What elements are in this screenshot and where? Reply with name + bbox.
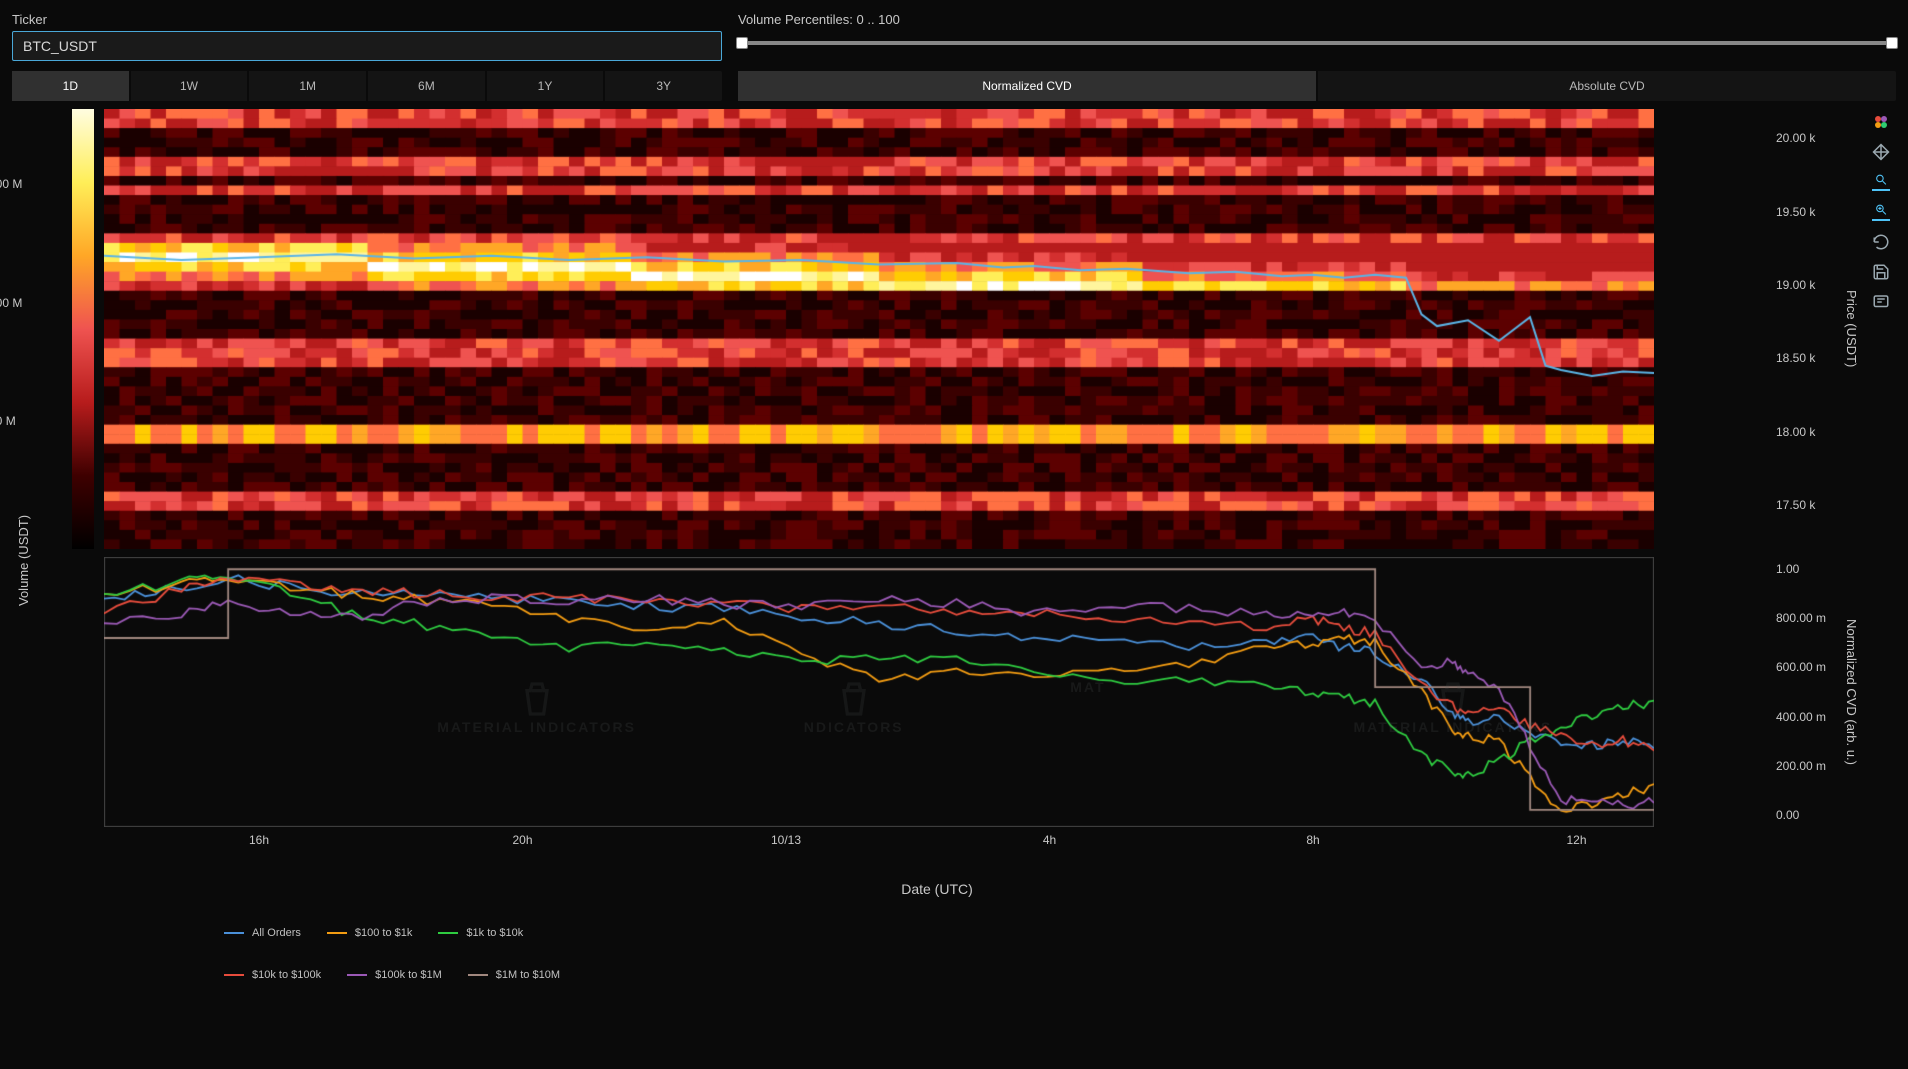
legend-label: All Orders [252,927,301,939]
cvd-tick: 800.00 m [1776,611,1826,625]
reset-icon[interactable] [1872,233,1890,251]
x-tick: 12h [1566,833,1586,847]
price-tick: 18.50 k [1776,351,1815,365]
plot-toolbar [1866,109,1896,1011]
ticker-input[interactable] [12,31,722,61]
legend-item[interactable]: $100 to $1k [327,927,413,939]
cvd-tick: 1.00 [1776,562,1799,576]
cvd-chart[interactable] [104,557,1654,827]
cvd-mode-tabs: Normalized CVDAbsolute CVD [738,71,1896,101]
slider-thumb-high[interactable] [1886,37,1898,49]
colorbar-tick: 15.00 M [0,177,35,191]
legend-label: $1M to $10M [496,969,560,981]
tab-3Y[interactable]: 3Y [605,71,722,101]
legend-item[interactable]: $100k to $1M [347,969,442,981]
x-tick: 20h [512,833,532,847]
volume-percentile-slider[interactable] [738,41,1896,45]
tab-absolute-cvd[interactable]: Absolute CVD [1318,71,1896,101]
tab-normalized-cvd[interactable]: Normalized CVD [738,71,1318,101]
legend-swatch [327,932,347,934]
legend-swatch [347,974,367,976]
price-tick: 19.00 k [1776,278,1815,292]
bokeh-logo-icon [1872,113,1890,131]
price-tick: 17.50 k [1776,498,1815,512]
legend-item[interactable]: $1k to $10k [438,927,523,939]
x-tick: 8h [1306,833,1319,847]
colorbar-tick: 10.00 M [0,296,35,310]
save-icon[interactable] [1872,263,1890,281]
price-tick: 18.00 k [1776,425,1815,439]
slider-label: Volume Percentiles: 0 .. 100 [738,12,1896,27]
price-tick: 20.00 k [1776,131,1815,145]
tab-1W[interactable]: 1W [131,71,250,101]
slider-thumb-low[interactable] [736,37,748,49]
cvd-tick: 0.00 [1776,808,1799,822]
x-tick: 10/13 [771,833,801,847]
orderbook-heatmap[interactable] [104,109,1654,549]
legend-swatch [438,932,458,934]
cvd-tick: 600.00 m [1776,660,1826,674]
x-tick: 4h [1043,833,1056,847]
hover-icon[interactable] [1872,293,1890,311]
x-axis-label: Date (UTC) [104,881,1770,897]
cvd-axis-label: Normalized CVD (arb. u.) [1840,557,1863,827]
x-tick: 16h [249,833,269,847]
legend-label: $1k to $10k [466,927,523,939]
legend-label: $100 to $1k [355,927,413,939]
colorbar-axis-label: Volume (USDT) [12,109,35,1011]
tab-1Y[interactable]: 1Y [487,71,606,101]
ticker-label: Ticker [12,12,722,27]
legend-item[interactable]: $10k to $100k [224,969,321,981]
tab-6M[interactable]: 6M [368,71,487,101]
volume-colorbar [72,109,94,549]
tab-1M[interactable]: 1M [249,71,368,101]
time-range-tabs: 1D1W1M6M1Y3Y [12,71,722,101]
price-axis-label: Price (USDT) [1840,109,1863,549]
legend-item[interactable]: All Orders [224,927,301,939]
cvd-tick: 400.00 m [1776,710,1826,724]
wheel-zoom-icon[interactable] [1872,203,1890,221]
legend-label: $10k to $100k [252,969,321,981]
tab-1D[interactable]: 1D [12,71,131,101]
legend-label: $100k to $1M [375,969,442,981]
box-zoom-icon[interactable] [1872,173,1890,191]
legend-swatch [468,974,488,976]
legend-item[interactable]: $1M to $10M [468,969,560,981]
pan-icon[interactable] [1872,143,1890,161]
cvd-tick: 200.00 m [1776,759,1826,773]
legend-swatch [224,974,244,976]
price-tick: 19.50 k [1776,205,1815,219]
colorbar-tick: 5.00 M [0,414,35,428]
cvd-legend: All Orders $100 to $1k $1k to $10k $10k to… [224,927,1770,981]
legend-swatch [224,932,244,934]
